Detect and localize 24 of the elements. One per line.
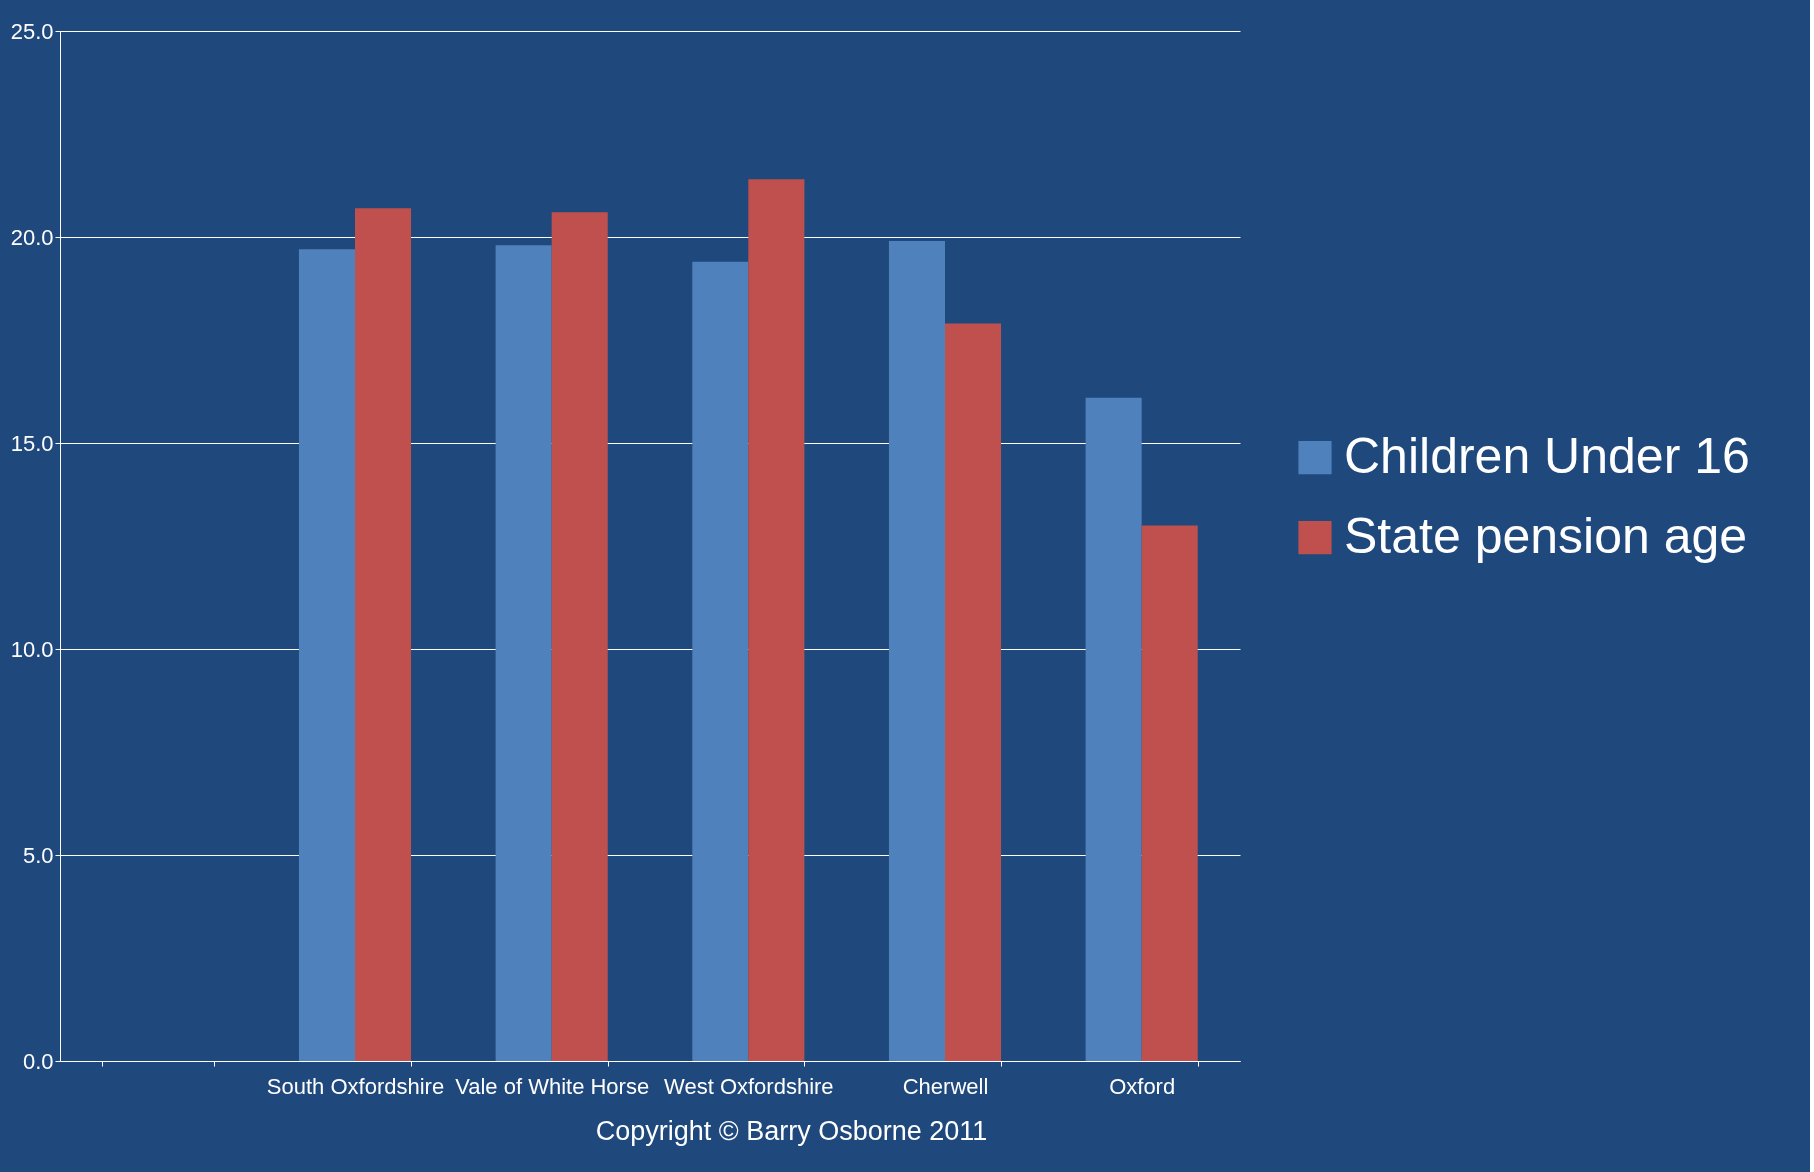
legend-label: State pension age [1344,507,1748,564]
y-tick-label: 5.0 [22,842,54,868]
y-tick-label: 10.0 [10,636,54,662]
x-tick-label: Oxford [1109,1073,1176,1099]
x-tick-label: Vale of White Horse [455,1073,650,1099]
bar [692,261,749,1061]
y-tick-label: 25.0 [10,18,54,44]
bar [551,212,608,1061]
bar [748,179,805,1061]
bar [355,208,412,1061]
text: Copyright © Barry Osborne 2011 [595,1116,988,1146]
x-tick-label: West Oxfordshire [664,1073,834,1099]
legend-label: Children Under 16 [1344,427,1750,484]
bar [298,249,355,1061]
x-tick-label: South Oxfordshire [266,1073,445,1099]
y-tick-label: 15.0 [10,430,54,456]
bar [945,323,1002,1061]
y-tick-label: 0.0 [22,1048,54,1074]
y-tick-label: 20.0 [10,224,54,250]
bar [1085,397,1142,1061]
bar [495,245,552,1061]
bar [888,241,945,1061]
bar [1141,525,1198,1061]
x-tick-label: Cherwell [902,1073,989,1099]
